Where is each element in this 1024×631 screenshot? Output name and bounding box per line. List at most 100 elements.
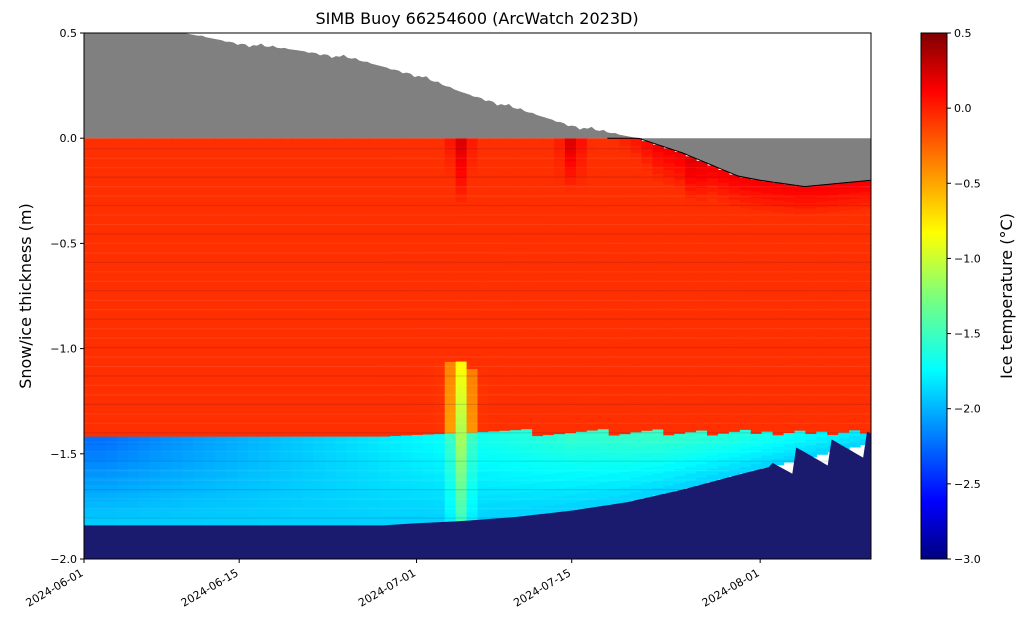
heatmap-cell: [215, 428, 227, 438]
heatmap-cell: [772, 335, 785, 342]
heatmap-cell: [269, 331, 282, 341]
heatmap-cell: [138, 339, 151, 349]
heatmap-cell: [368, 436, 380, 446]
heatmap-cell: [510, 327, 522, 337]
heatmap-cell: [597, 482, 610, 492]
heatmap-cell: [739, 226, 752, 234]
heatmap-cell: [597, 245, 610, 254]
heatmap-cell: [204, 251, 216, 260]
heatmap-cell: [608, 283, 621, 292]
heatmap-cell: [499, 478, 511, 487]
heatmap-cell: [597, 452, 610, 461]
heatmap-cell: [357, 493, 369, 502]
heatmap-cell: [84, 476, 96, 486]
heatmap-cell: [575, 285, 588, 294]
heatmap-cell: [127, 307, 140, 317]
heatmap-cell: [499, 177, 511, 187]
heatmap-cell: [193, 178, 205, 188]
heatmap-cell: [827, 317, 839, 325]
heatmap-cell: [346, 307, 358, 317]
heatmap-cell: [532, 263, 544, 273]
heatmap-cell: [674, 264, 686, 273]
heatmap-cell: [564, 169, 577, 178]
heatmap-cell: [510, 248, 522, 258]
heatmap-cell: [619, 373, 632, 382]
heatmap-cell: [149, 404, 162, 414]
heatmap-cell: [149, 493, 162, 502]
heatmap-cell: [193, 460, 205, 470]
heatmap-cell: [84, 436, 96, 446]
heatmap-cell: [838, 321, 850, 328]
heatmap-cell: [116, 154, 129, 163]
heatmap-cell: [860, 367, 871, 374]
heatmap-cell: [193, 251, 205, 260]
heatmap-cell: [499, 359, 511, 369]
heatmap-cell: [116, 299, 129, 309]
heatmap-cell: [761, 395, 774, 403]
heatmap-cell: [411, 451, 424, 460]
heatmap-cell: [84, 218, 96, 228]
heatmap-cell: [510, 422, 522, 431]
heatmap-cell: [171, 234, 183, 244]
heatmap-cell: [160, 210, 173, 220]
heatmap-cell: [138, 186, 151, 196]
heatmap-cell: [674, 215, 686, 224]
heatmap-cell: [444, 234, 457, 243]
heatmap-cell: [575, 462, 588, 472]
heatmap-cell: [663, 299, 675, 307]
heatmap-cell: [532, 396, 544, 406]
heatmap-cell: [379, 275, 391, 284]
heatmap-cell: [138, 162, 151, 172]
heatmap-cell: [608, 435, 621, 444]
heatmap-cell: [816, 409, 828, 416]
heatmap-cell: [237, 259, 249, 268]
heatmap-cell: [84, 444, 96, 454]
heatmap-cell: [127, 315, 140, 325]
heatmap-cell: [739, 411, 752, 419]
heatmap-cell: [357, 267, 369, 276]
heatmap-cell: [313, 299, 326, 309]
heatmap-cell: [783, 219, 796, 226]
heatmap-cell: [138, 412, 151, 422]
heatmap-cell: [696, 471, 708, 479]
heatmap-cell: [466, 281, 479, 291]
heatmap-cell: [597, 161, 610, 170]
heatmap-cell: [849, 375, 861, 382]
heatmap-cell: [794, 322, 807, 329]
heatmap-cell: [805, 400, 817, 407]
heatmap-cell: [488, 439, 500, 448]
heatmap-cell: [379, 404, 391, 413]
heatmap-cell: [444, 369, 457, 379]
heatmap-cell: [860, 422, 871, 429]
heatmap-cell: [400, 451, 413, 461]
heatmap-cell: [783, 288, 796, 295]
heatmap-cell: [783, 190, 796, 197]
heatmap-cell: [488, 399, 500, 409]
heatmap-cell: [466, 162, 479, 171]
heatmap-cell: [838, 227, 850, 234]
heatmap-cell: [717, 317, 730, 325]
heatmap-cell: [247, 476, 260, 486]
heatmap-cell: [466, 193, 479, 203]
heatmap-cell: [794, 436, 807, 443]
heatmap-cell: [805, 366, 817, 373]
heatmap-cell: [400, 339, 413, 348]
heatmap-cell: [696, 282, 708, 290]
heatmap-cell: [291, 234, 304, 244]
heatmap-cell: [237, 154, 249, 163]
heatmap-cell: [182, 210, 194, 220]
heatmap-cell: [641, 282, 653, 291]
heatmap-cell: [433, 442, 446, 451]
heatmap-cell: [302, 364, 315, 373]
heatmap-cell: [291, 138, 304, 147]
heatmap-cell: [149, 315, 162, 325]
heatmap-cell: [324, 444, 336, 454]
heatmap-cell: [586, 369, 599, 378]
heatmap-cell: [204, 194, 216, 204]
heatmap-cell: [849, 253, 861, 260]
heatmap-cell: [663, 177, 675, 185]
heatmap-cell: [794, 299, 807, 307]
heatmap-cell: [138, 154, 151, 163]
heatmap-cell: [105, 380, 118, 389]
heatmap-cell: [433, 250, 446, 259]
